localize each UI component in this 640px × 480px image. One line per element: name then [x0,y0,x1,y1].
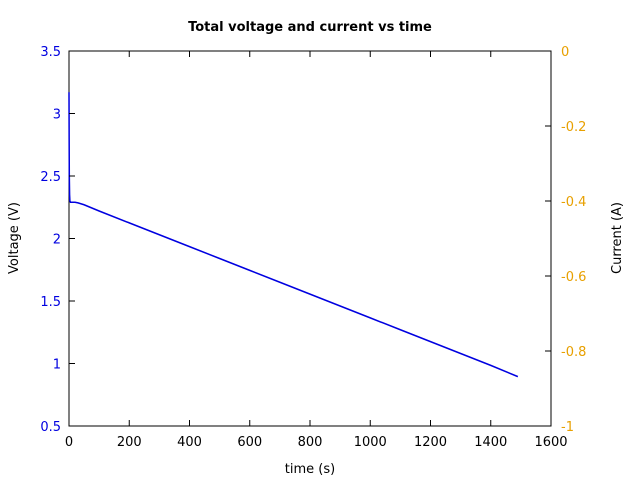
plot-frame [68,50,552,427]
y2-tick-label: 0 [561,45,569,60]
y2-axis-label: Current (A) [610,202,625,274]
y-tick-label: 1 [53,358,61,373]
plot-area [68,50,552,427]
x-tick-label: 1400 [474,435,507,450]
y-axis-label: Voltage (V) [7,202,22,274]
x-tick-label: 1600 [534,435,567,450]
y2-tick-label: -1 [561,420,574,435]
y-axis-right: -1 -0.8 -0.6 -0.4 -0.2 0 [545,45,586,435]
x-axis-label: time (s) [285,462,335,477]
x-tick-label: 800 [298,435,323,450]
x-tick-label: 1000 [354,435,387,450]
y-tick-label: 2.5 [40,170,61,185]
x-tick-label: 200 [117,435,142,450]
series-line-voltage [68,92,519,378]
y-tick-label: 2 [53,233,61,248]
x-tick-label: 1200 [414,435,447,450]
y-axis-left: 0.5 1 1.5 2 2.5 3 3.5 [40,45,75,435]
y-tick-label: 3.5 [40,45,61,60]
y2-tick-label: -0.2 [561,120,586,135]
x-tick-label: 600 [237,435,262,450]
y2-tick-label: -0.6 [561,270,586,285]
y-tick-label: 3 [53,108,61,123]
x-tick-label: 0 [65,435,73,450]
y-tick-label: 1.5 [40,295,61,310]
x-axis: 0 200 400 600 800 1000 1200 1400 1600 [65,51,568,450]
y2-tick-label: -0.8 [561,345,586,360]
chart-title: Total voltage and current vs time [188,20,432,35]
y2-tick-label: -0.4 [561,195,586,210]
y-tick-label: 0.5 [40,420,61,435]
x-tick-label: 400 [177,435,202,450]
